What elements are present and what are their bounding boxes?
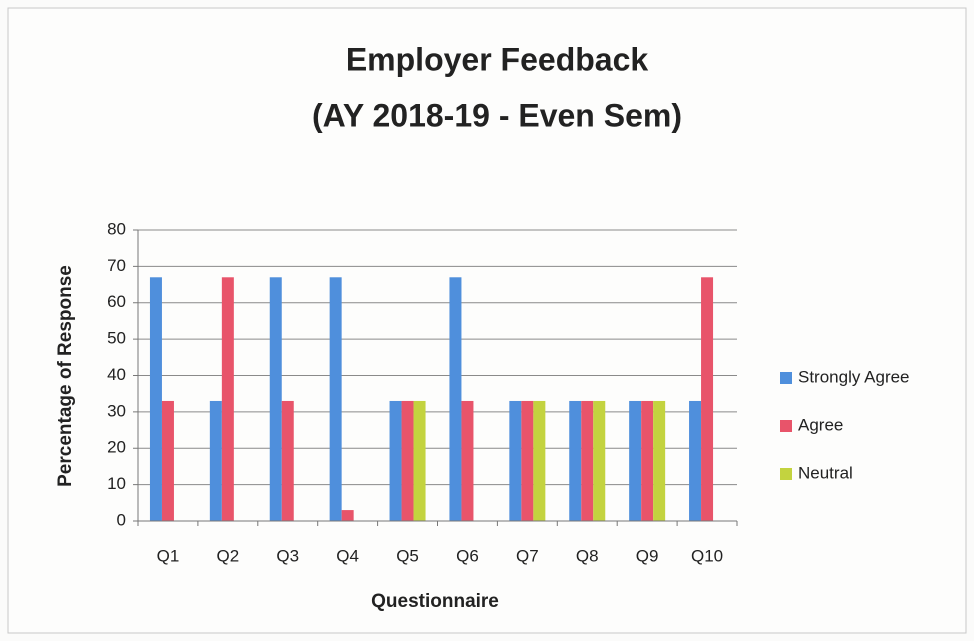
- x-tick-label: Q1: [157, 546, 180, 565]
- y-axis-label: Percentage of Response: [55, 265, 76, 487]
- y-tick-label: 50: [107, 329, 126, 348]
- x-tick-label: Q2: [217, 546, 240, 565]
- legend-label: Neutral: [798, 463, 853, 482]
- y-tick-label: 70: [107, 256, 126, 275]
- bar: [281, 400, 294, 521]
- y-tick-label: 10: [107, 474, 126, 493]
- bar: [689, 400, 702, 521]
- bar: [509, 400, 522, 521]
- bar: [581, 400, 594, 521]
- bar: [401, 400, 414, 521]
- bar: [593, 400, 606, 521]
- bar: [413, 400, 426, 521]
- y-tick-label: 20: [107, 438, 126, 457]
- x-tick-label: Q9: [636, 546, 659, 565]
- bar: [461, 400, 474, 521]
- bar: [701, 277, 714, 521]
- bar: [161, 400, 174, 521]
- bar: [209, 400, 222, 521]
- chart-frame: [7, 7, 967, 634]
- bar: [341, 510, 354, 521]
- x-tick-label: Q3: [276, 546, 299, 565]
- chart-subtitle: (AY 2018-19 - Even Sem): [312, 97, 682, 133]
- x-tick-label: Q6: [456, 546, 479, 565]
- x-tick-label: Q5: [396, 546, 419, 565]
- bar: [569, 400, 582, 521]
- bar: [521, 400, 534, 521]
- legend-label: Strongly Agree: [798, 367, 910, 386]
- y-tick-label: 60: [107, 292, 126, 311]
- x-tick-label: Q7: [516, 546, 539, 565]
- bar: [629, 400, 642, 521]
- legend-swatch: [780, 420, 792, 432]
- bar: [533, 400, 546, 521]
- bar: [329, 277, 342, 521]
- bar: [449, 277, 462, 521]
- bar: [269, 277, 282, 521]
- bar: [653, 400, 666, 521]
- bar: [221, 277, 234, 521]
- y-tick-label: 30: [107, 401, 126, 420]
- bar: [641, 400, 654, 521]
- bar: [389, 400, 402, 521]
- legend-swatch: [780, 468, 792, 480]
- y-tick-label: 0: [117, 510, 126, 529]
- legend-label: Agree: [798, 415, 843, 434]
- x-tick-label: Q8: [576, 546, 599, 565]
- x-axis-label: Questionnaire: [371, 591, 499, 612]
- x-tick-label: Q4: [336, 546, 359, 565]
- y-tick-label: 80: [107, 219, 126, 238]
- x-tick-label: Q10: [691, 546, 723, 565]
- legend-swatch: [780, 372, 792, 384]
- y-tick-label: 40: [107, 365, 126, 384]
- chart-title: Employer Feedback: [346, 41, 649, 77]
- bar: [149, 277, 162, 521]
